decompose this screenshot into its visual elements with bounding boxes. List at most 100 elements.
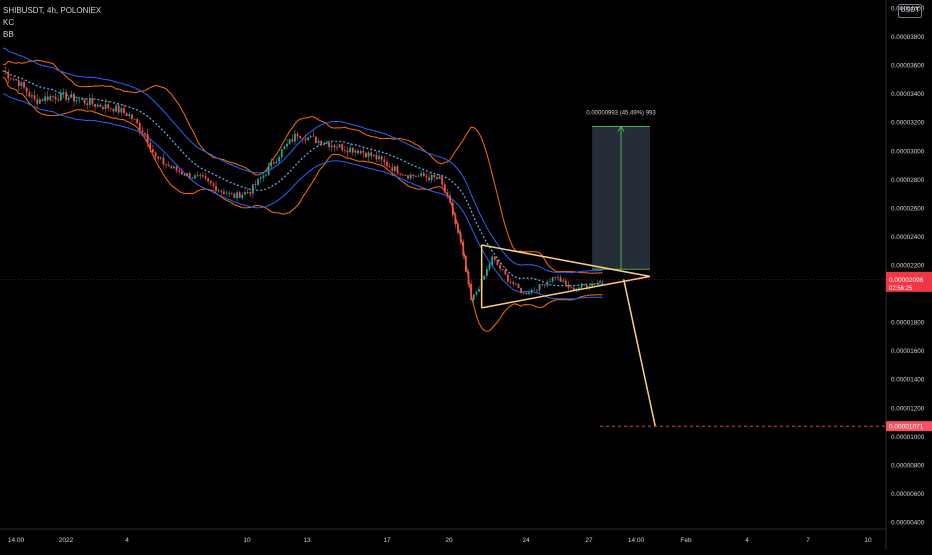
candle-body xyxy=(230,192,233,194)
price-tick-label: 0.00004000 xyxy=(891,6,925,13)
time-tick-label: Feb xyxy=(680,537,692,544)
candle-body xyxy=(383,159,386,162)
candle-body xyxy=(525,292,528,295)
candle-body xyxy=(433,175,436,178)
candle-body xyxy=(23,81,25,88)
candle-body xyxy=(436,177,438,179)
candle-body xyxy=(33,95,36,100)
candle-body xyxy=(357,150,359,154)
candle-body xyxy=(199,175,202,177)
candle-body xyxy=(144,132,146,135)
candle-body xyxy=(446,192,449,196)
bar-countdown: 02:56:25 xyxy=(889,286,913,292)
candle-body xyxy=(7,72,10,79)
candle-body xyxy=(25,87,28,93)
candle-body xyxy=(349,147,352,153)
indicator-bands-layer xyxy=(2,47,603,332)
candle-body xyxy=(212,183,215,186)
candle-body xyxy=(9,78,12,79)
candle-body xyxy=(133,118,136,120)
measure-arrow-head xyxy=(617,125,625,132)
candle-body xyxy=(57,99,60,101)
candle-body xyxy=(365,152,367,157)
candle-body xyxy=(251,184,254,194)
price-tick-label: 0.00001400 xyxy=(891,377,925,384)
price-tick-label: 0.00002400 xyxy=(891,234,925,241)
candle-body xyxy=(301,138,304,140)
time-tick-label: 27 xyxy=(585,537,593,544)
candle-body xyxy=(554,277,557,279)
candle-body xyxy=(441,176,444,185)
candle-body xyxy=(294,133,296,142)
indicator-bb-label[interactable]: BB xyxy=(3,30,14,39)
price-tick-label: 0.00002600 xyxy=(891,205,925,212)
candle-body xyxy=(280,149,283,157)
symbol-title[interactable]: SHIBUSDT, 4h, POLONIEX xyxy=(3,6,102,15)
candle-body xyxy=(362,150,365,153)
candle-body xyxy=(149,142,152,150)
kc-upper-band xyxy=(2,47,603,273)
current-price-badge xyxy=(886,271,932,292)
candle-body xyxy=(570,287,572,289)
candle-body xyxy=(207,178,210,181)
candle-body xyxy=(507,274,509,282)
candle-body xyxy=(73,94,75,102)
indicator-kc-label[interactable]: KC xyxy=(3,18,15,27)
candle-body xyxy=(125,112,128,117)
candle-body xyxy=(541,283,544,285)
candle-body xyxy=(380,156,383,160)
target-projection-line xyxy=(622,279,656,427)
candle-body xyxy=(307,137,309,141)
kc-middle-line xyxy=(2,70,603,287)
candle-body xyxy=(70,94,73,98)
candle-body xyxy=(228,192,231,194)
candle-body xyxy=(49,95,52,101)
candle-body xyxy=(162,157,165,165)
price-tick-label: 0.00000400 xyxy=(891,520,925,527)
candle-body xyxy=(591,283,594,287)
time-tick-label: 14:00 xyxy=(628,537,645,544)
candle-body xyxy=(330,145,333,148)
time-tick-label: 13 xyxy=(303,537,311,544)
candle-body xyxy=(396,166,399,174)
candle-body xyxy=(267,166,270,175)
candle-body xyxy=(275,161,278,164)
price-tick-label: 0.00001000 xyxy=(891,434,925,441)
time-axis[interactable]: 14:00 2022 4 10 13 17 20 24 27 14:00 Feb 4 7 10 xyxy=(8,537,872,544)
candle-body xyxy=(538,283,541,291)
currency-badge[interactable]: USDT xyxy=(898,4,922,18)
candle-body xyxy=(109,108,112,110)
candle-body xyxy=(233,193,236,199)
measure-label: 0.00000993 (45.49%) 993 xyxy=(586,111,656,117)
candle-body xyxy=(488,264,491,270)
candle-body xyxy=(430,175,433,181)
candle-body xyxy=(257,178,260,185)
price-tick-label: 0.00001800 xyxy=(891,320,925,327)
candle-body xyxy=(404,174,407,176)
candle-body xyxy=(317,140,320,143)
candle-body xyxy=(475,291,478,295)
candle-body xyxy=(428,177,430,181)
price-labels-layer: 0.00002096 02:56:25 0.00001071 xyxy=(886,271,932,432)
candle-body xyxy=(259,177,262,179)
candle-body xyxy=(173,166,175,169)
candle-body xyxy=(186,173,188,176)
candle-body xyxy=(159,157,162,159)
candle-body xyxy=(157,156,160,159)
candle-body xyxy=(388,166,391,168)
candle-body xyxy=(578,287,580,289)
candle-body xyxy=(12,78,15,80)
candle-body xyxy=(75,100,78,102)
candle-body xyxy=(378,156,380,160)
candle-body xyxy=(367,152,370,157)
candle-body xyxy=(54,96,57,100)
candle-body xyxy=(136,119,139,124)
candle-body xyxy=(457,224,459,233)
candle-body xyxy=(472,294,475,301)
candle-body xyxy=(196,175,199,177)
price-axis[interactable]: 0.00004000 0.00003800 0.00003600 0.00003400… xyxy=(891,6,925,527)
candle-body xyxy=(415,175,417,177)
candle-body xyxy=(88,98,91,106)
